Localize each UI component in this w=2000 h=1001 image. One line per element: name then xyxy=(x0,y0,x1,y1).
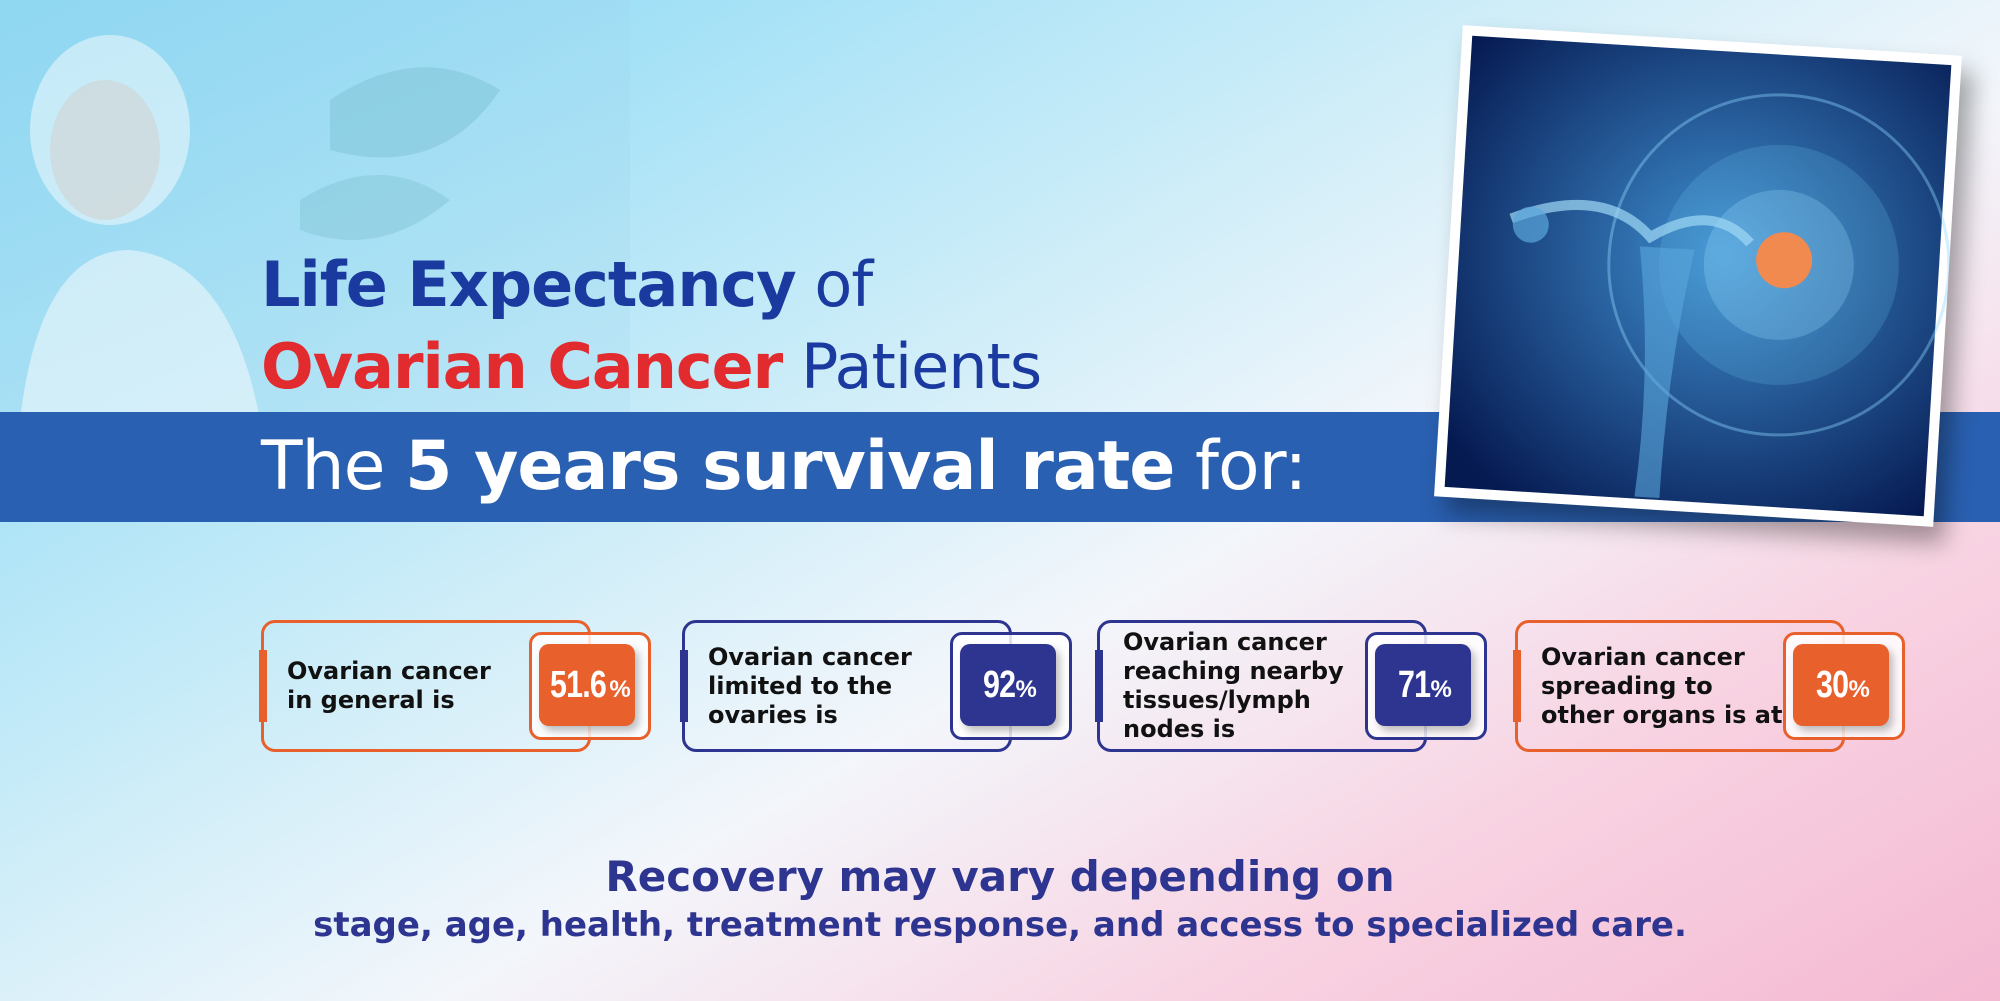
title-line-2: Ovarian Cancer Patients xyxy=(261,330,1042,403)
title-rest: of xyxy=(814,248,873,321)
card-text-line: in general is xyxy=(287,686,455,714)
card-text: Ovarian cancer reaching nearby tissues/lym… xyxy=(1123,628,1363,744)
card-text-line: reaching nearby xyxy=(1123,657,1344,685)
title-bold: Life Expectancy xyxy=(261,248,797,321)
card-text-line: Ovarian cancer xyxy=(708,642,912,671)
card-accent xyxy=(1095,650,1103,722)
card-accent xyxy=(1513,650,1521,722)
footer-heading: Recovery may vary depending on xyxy=(605,852,1395,901)
card-text-line: ovaries is xyxy=(708,700,838,729)
value-badge: 71% xyxy=(1375,644,1471,726)
value-badge: 30% xyxy=(1793,644,1889,726)
value-number: 71 xyxy=(1398,664,1431,706)
card-text: Ovarian cancer limited to the ovaries is xyxy=(708,643,948,730)
medical-image xyxy=(1434,25,1962,527)
value-unit: % xyxy=(1015,676,1037,703)
card-text-line: nodes is xyxy=(1123,715,1236,743)
footer-text: stage, age, health, treatment response, … xyxy=(313,905,1687,945)
value-unit: % xyxy=(1848,676,1870,703)
banner-text: The 5 years survival rate for: xyxy=(261,420,1307,514)
card-accent xyxy=(680,650,688,722)
value-number: 51.6 xyxy=(550,664,607,706)
title-bold: Ovarian Cancer xyxy=(261,330,783,403)
value-unit: % xyxy=(609,676,631,703)
card-text-line: limited to the xyxy=(708,671,893,700)
title-rest: Patients xyxy=(800,330,1042,403)
banner-bold: 5 years survival rate xyxy=(405,427,1175,506)
value-number: 92 xyxy=(983,664,1016,706)
title-line-1: Life Expectancy of xyxy=(261,248,873,321)
photo-illustration xyxy=(20,35,500,420)
card-text-line: Ovarian cancer xyxy=(1541,642,1745,671)
card-text-line: Ovarian cancer xyxy=(287,657,491,685)
value-badge: 51.6% xyxy=(539,644,635,726)
card-text-line: tissues/lymph xyxy=(1123,686,1311,714)
banner-lead: The xyxy=(261,427,385,506)
medical-illustration xyxy=(1444,35,1952,517)
card-text-line: spreading to xyxy=(1541,671,1713,700)
card-accent xyxy=(259,650,267,722)
value-badge: 92% xyxy=(960,644,1056,726)
card-text-line: Ovarian cancer xyxy=(1123,628,1327,656)
card-text: Ovarian cancer spreading to other organs i… xyxy=(1541,642,1783,730)
value-unit: % xyxy=(1430,676,1452,703)
card-text: Ovarian cancer in general is xyxy=(287,657,527,715)
value-number: 30 xyxy=(1816,664,1849,706)
card-text-line: other organs is at xyxy=(1541,700,1783,729)
banner-tail: for: xyxy=(1195,427,1307,506)
